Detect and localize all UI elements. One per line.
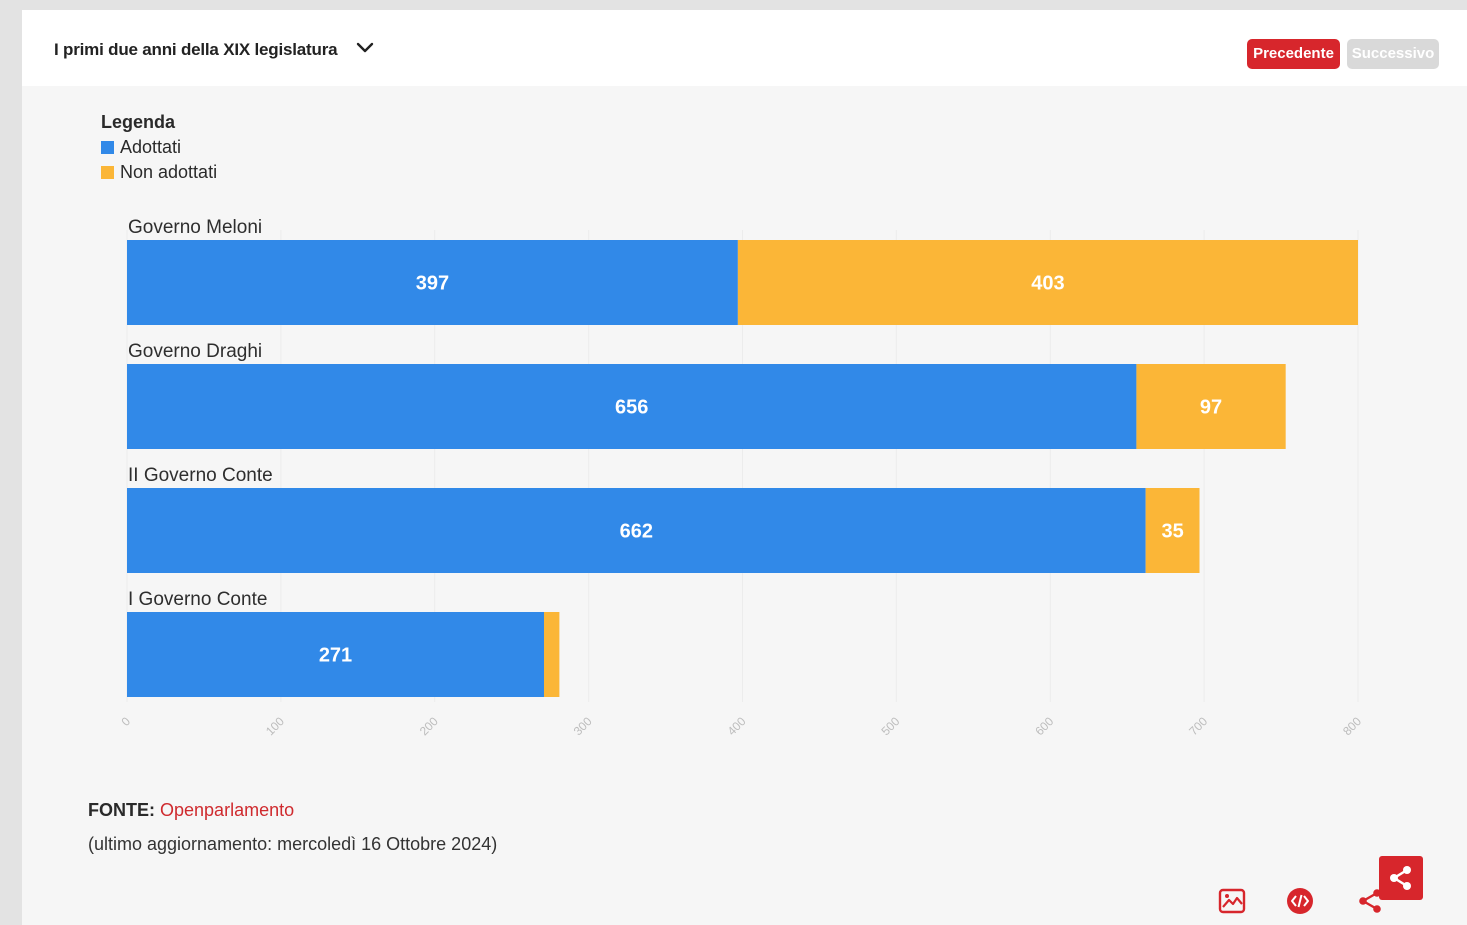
bar-non-adottati: [544, 612, 560, 697]
category-label: I Governo Conte: [128, 589, 267, 610]
chart-selector-label: I primi due anni della XIX legislatura: [54, 40, 338, 59]
legend-item-adottati: Adottati: [101, 135, 217, 160]
image-icon[interactable]: [1217, 886, 1247, 916]
embed-code-icon[interactable]: [1285, 886, 1315, 916]
source-link[interactable]: Openparlamento: [160, 800, 295, 820]
data-label: 397: [416, 273, 449, 295]
legend-title: Legenda: [101, 112, 176, 132]
x-tick-label: 0: [118, 714, 133, 729]
bar-adottati: [127, 612, 545, 697]
previous-button[interactable]: Precedente: [1247, 39, 1340, 69]
share-icon: [1390, 866, 1411, 890]
chart-legend: Legenda Adottati Non adottati: [101, 112, 217, 185]
next-button[interactable]: Successivo: [1347, 39, 1439, 69]
bar-non-adottati: [737, 240, 1358, 325]
data-label: 271: [319, 645, 352, 667]
category-label: II Governo Conte: [128, 465, 273, 486]
legend-swatch-non-adottati: [101, 166, 114, 179]
share-icon[interactable]: [1355, 886, 1385, 916]
x-tick-label: 100: [263, 714, 287, 738]
chevron-down-icon: [357, 42, 374, 53]
data-label: 35: [1161, 521, 1183, 543]
data-label: 97: [1200, 397, 1222, 419]
legend-label-adottati: Adottati: [120, 137, 182, 157]
data-label: 403: [1031, 273, 1064, 295]
x-tick-label: 200: [417, 714, 441, 738]
category-label: Governo Draghi: [128, 341, 262, 362]
data-label: 662: [620, 521, 653, 543]
chart-header: I primi due anni della XIX legislatura P…: [22, 10, 1467, 86]
last-updated: (ultimo aggiornamento: mercoledì 16 Otto…: [88, 834, 498, 854]
data-label: 656: [615, 397, 648, 419]
x-tick-label: 700: [1186, 714, 1210, 738]
source-prefix: FONTE:: [88, 800, 155, 820]
bar-adottati: [127, 364, 1137, 449]
x-tick-label: 600: [1032, 714, 1056, 738]
legend-swatch-adottati: [101, 141, 114, 154]
source-line: FONTE: Openparlamento: [88, 800, 294, 821]
bar-adottati: [127, 488, 1146, 573]
bar-non-adottati: [1145, 488, 1200, 573]
category-label: Governo Meloni: [128, 217, 262, 238]
share-button[interactable]: [1379, 856, 1423, 900]
x-tick-label: 500: [878, 714, 902, 738]
legend-item-non-adottati: Non adottati: [101, 160, 217, 185]
x-tick-label: 400: [725, 714, 749, 738]
legend-label-non-adottati: Non adottati: [120, 162, 218, 182]
chart-selector[interactable]: I primi due anni della XIX legislatura: [54, 40, 375, 60]
bar-non-adottati: [1136, 364, 1286, 449]
x-tick-label: 800: [1340, 714, 1364, 738]
x-tick-label: 300: [571, 714, 595, 738]
bar-adottati: [127, 240, 738, 325]
chart-card: I primi due anni della XIX legislatura P…: [22, 10, 1467, 925]
